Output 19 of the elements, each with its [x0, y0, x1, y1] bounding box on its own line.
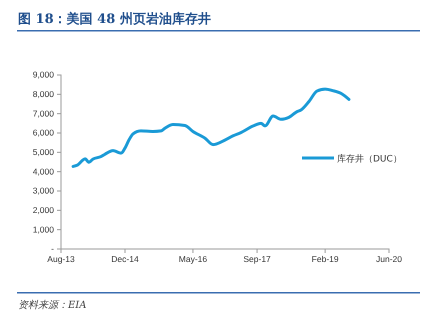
y-tick-label: 1,000: [32, 224, 54, 234]
y-tick-label: -: [51, 244, 54, 254]
text: 资料来源：EIA: [18, 299, 86, 311]
x-tick-label: Jun-20: [376, 254, 402, 264]
x-tick-label: Sep-17: [243, 254, 272, 264]
y-tick-label: 7,000: [32, 108, 54, 118]
x-tick-label: Dec-14: [111, 254, 139, 264]
x-tick-label: May-16: [178, 254, 208, 264]
chart-title: 图 18：美国 48 州页岩油库存井: [18, 11, 211, 27]
y-tick-label: 4,000: [32, 166, 54, 176]
x-tick-label: Feb-19: [312, 254, 339, 264]
y-tick-label: 2,000: [32, 205, 54, 216]
y-tick-label: 8,000: [32, 89, 54, 100]
legend-label: 库存井（DUC）: [337, 154, 402, 164]
y-tick-label: 9,000: [32, 70, 54, 80]
y-tick-label: 3,000: [32, 186, 54, 196]
y-tick-label: 6,000: [32, 128, 54, 138]
y-tick-label: 5,000: [32, 147, 54, 158]
x-tick-label: Aug-13: [47, 254, 75, 264]
